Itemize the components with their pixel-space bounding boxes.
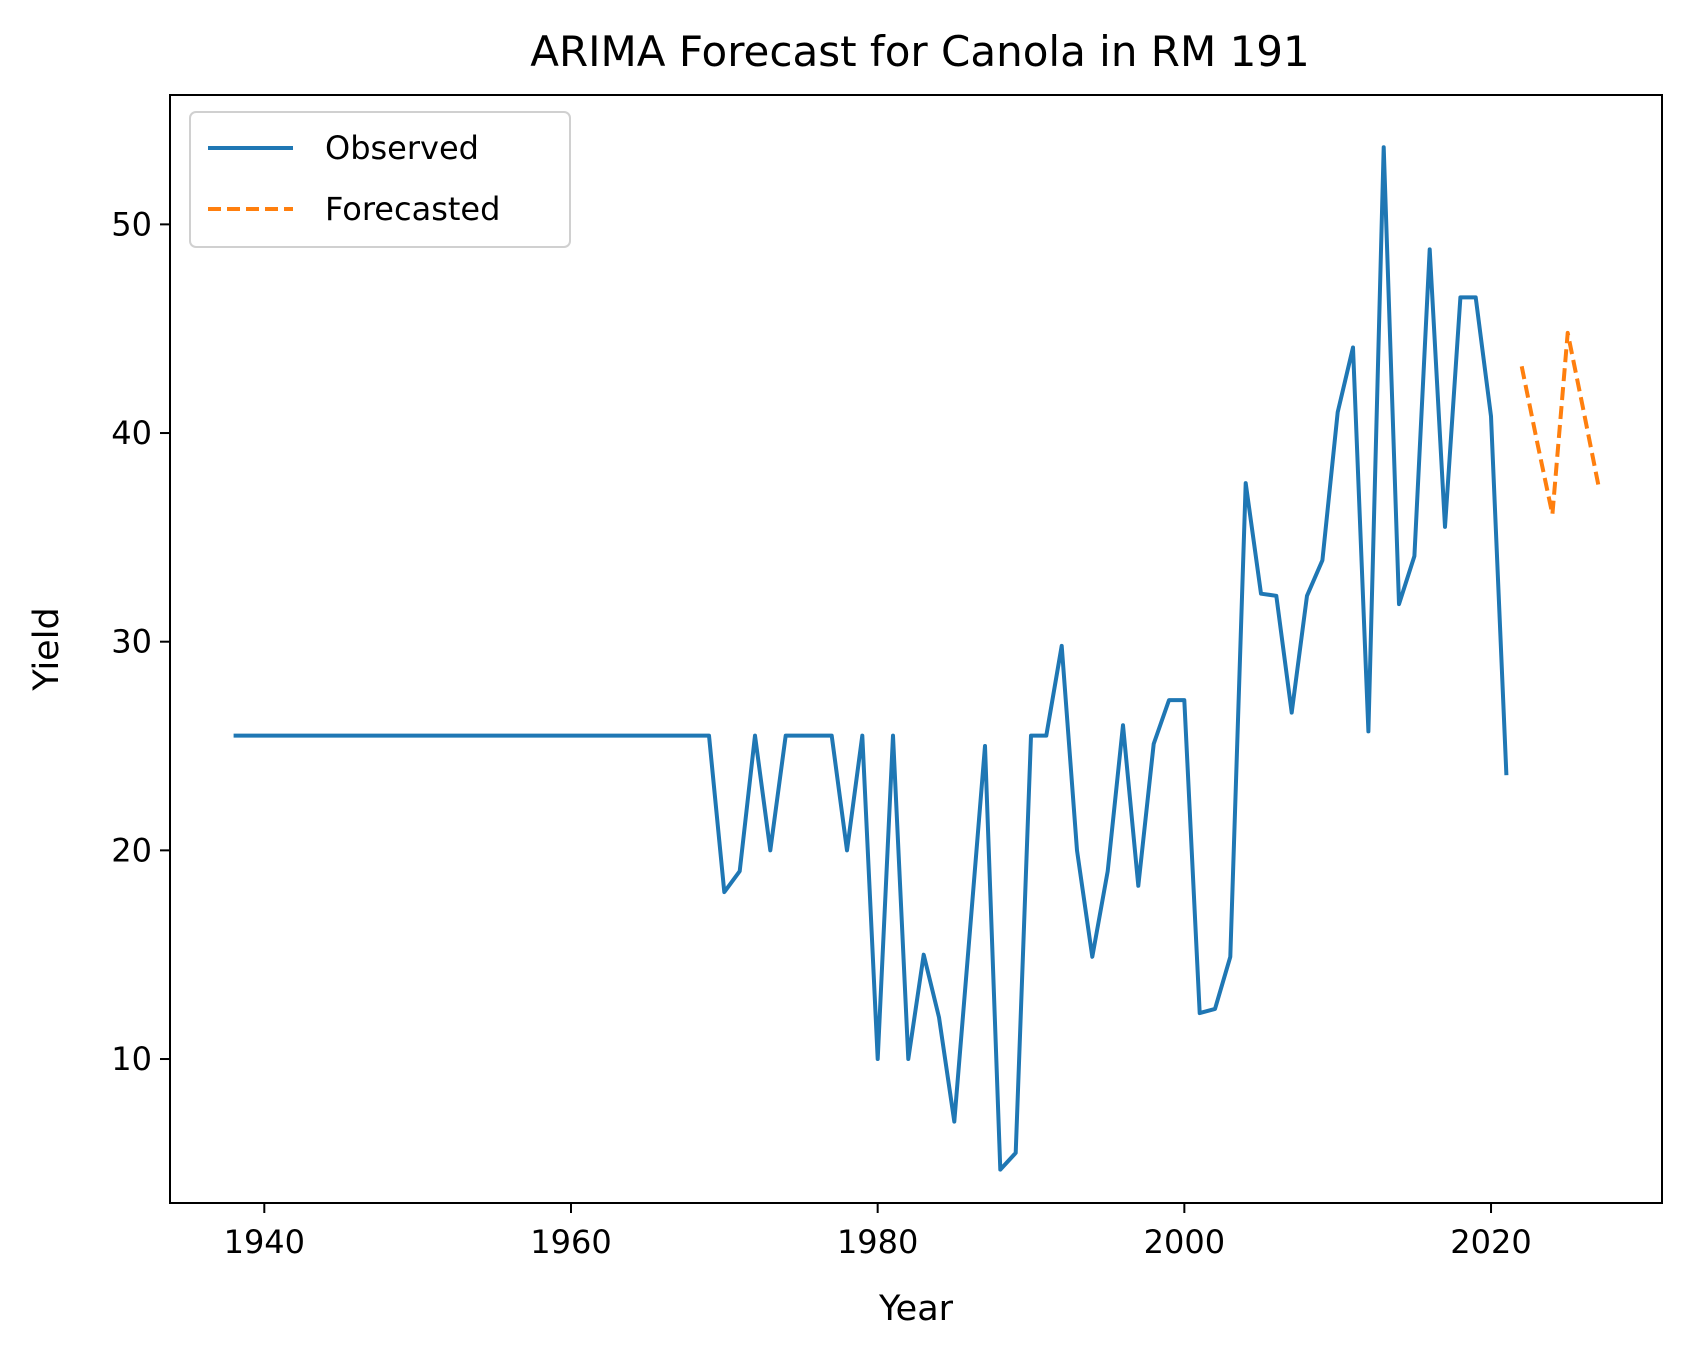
- x-axis-label: Year: [878, 1289, 954, 1329]
- y-tick-label: 40: [111, 414, 152, 452]
- x-tick-label: 1940: [224, 1223, 305, 1261]
- y-tick-label: 10: [111, 1040, 152, 1078]
- y-axis-label: Yield: [27, 607, 67, 691]
- series-line-observed: [233, 145, 1509, 1172]
- x-tick-label: 2020: [1450, 1223, 1531, 1261]
- legend-box: [189, 111, 571, 248]
- chart-title: ARIMA Forecast for Canola in RM 191: [530, 27, 1310, 76]
- x-tick-label: 1960: [530, 1223, 611, 1261]
- x-tick-label: 1980: [837, 1223, 918, 1261]
- y-tick-label: 50: [111, 205, 152, 243]
- y-tick-label: 30: [111, 623, 152, 661]
- legend-observed-label: Observed: [325, 129, 479, 167]
- tick-layer: 1940 1960 1980 2000 2020 10 20 30 40 50: [111, 205, 1531, 1261]
- series-line-forecasted: [1519, 330, 1601, 517]
- x-tick-label: 2000: [1144, 1223, 1225, 1261]
- legend-forecasted-label: Forecasted: [325, 190, 500, 228]
- y-tick-label: 20: [111, 831, 152, 869]
- series-layer: [233, 145, 1601, 1172]
- legend: Observed Forecasted: [189, 111, 571, 248]
- plot-frame: [169, 94, 1663, 1204]
